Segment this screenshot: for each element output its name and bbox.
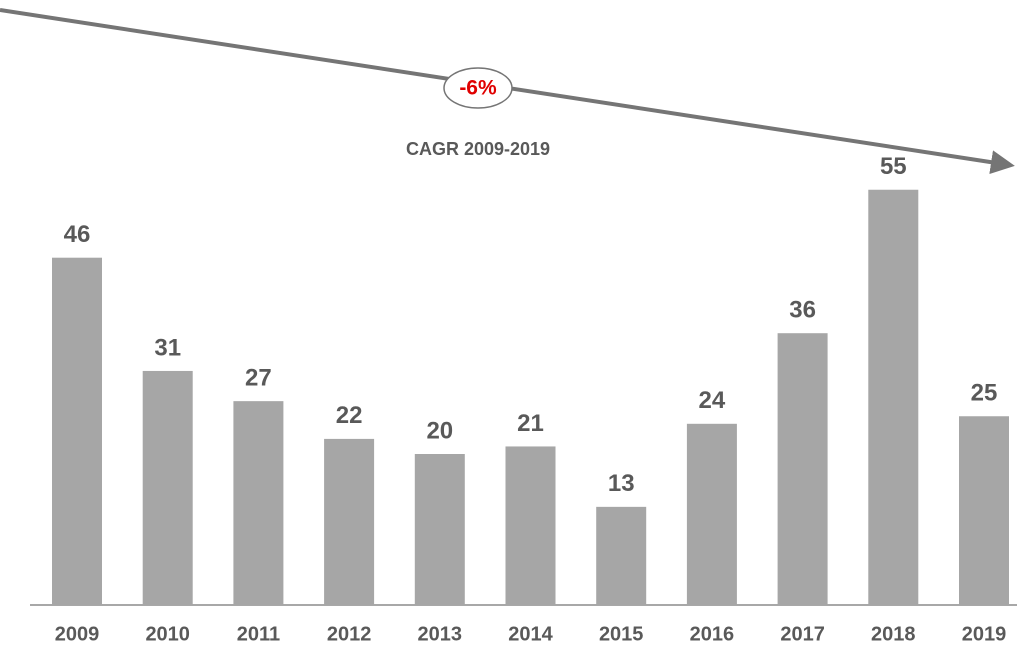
x-tick-label: 2015 (599, 623, 644, 645)
x-tick-label: 2010 (145, 623, 190, 645)
x-tick-label: 2011 (237, 623, 280, 645)
data-label: 25 (971, 380, 998, 407)
cagr-label: CAGR 2009-2019 (406, 139, 550, 159)
bar (777, 333, 828, 605)
bar (414, 454, 465, 605)
cagr-value: -6% (459, 77, 497, 100)
x-tick-label: 2009 (55, 623, 100, 645)
bar (868, 189, 919, 605)
bar (686, 423, 737, 605)
bar (52, 257, 102, 605)
data-label: 22 (336, 402, 363, 429)
x-tick-label: 2013 (418, 623, 463, 645)
x-tick-label: 2012 (327, 623, 372, 645)
x-tick-label: 2014 (508, 623, 553, 645)
x-tick-label: 2016 (690, 623, 735, 645)
bar (596, 506, 647, 605)
x-tick-label: 2017 (780, 623, 825, 645)
x-tick-label: 2019 (962, 623, 1007, 645)
cagr-bubble (443, 67, 513, 109)
data-label: 31 (154, 334, 181, 361)
data-label: 20 (426, 417, 453, 444)
x-tick-label: 2018 (871, 623, 916, 645)
data-label: 13 (608, 470, 635, 497)
data-label: 21 (517, 410, 544, 437)
bar (505, 446, 556, 605)
data-label: 46 (64, 221, 91, 248)
data-label: 27 (245, 364, 272, 391)
data-label: 55 (880, 153, 907, 180)
data-label: 24 (699, 387, 726, 414)
bar (959, 416, 1009, 605)
data-label: 36 (789, 297, 816, 324)
bar (142, 370, 193, 605)
bar (324, 438, 375, 605)
bar (233, 401, 284, 605)
